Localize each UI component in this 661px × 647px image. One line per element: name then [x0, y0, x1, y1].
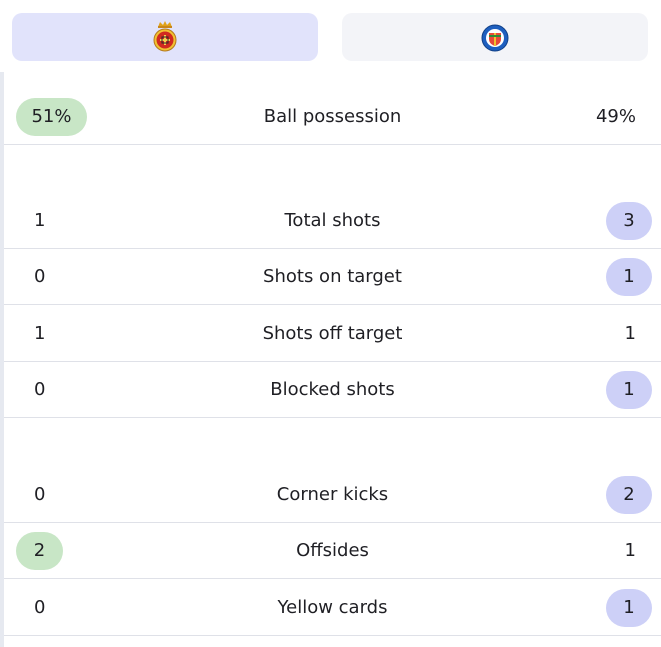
stat-label: Offsides [296, 540, 369, 561]
stat-row-total-shots: 1 Total shots 3 [4, 193, 661, 249]
mallorca-crest-icon [153, 21, 177, 52]
away-value-pill: 3 [606, 202, 652, 240]
home-value: 0 [34, 484, 46, 505]
away-value: 1 [624, 540, 636, 561]
stat-label: Total shots [284, 210, 381, 231]
home-value-pill: 2 [16, 532, 63, 570]
stat-row-blocked-shots: 0 Blocked shots 1 [4, 362, 661, 418]
away-value: 1 [624, 323, 636, 344]
home-value: 1 [34, 323, 46, 344]
away-value-pill: 1 [606, 589, 652, 627]
stat-row-shots-on-target: 0 Shots on target 1 [4, 249, 661, 305]
home-value: 0 [34, 266, 46, 287]
home-value: 1 [34, 210, 46, 231]
home-team-tab[interactable] [12, 13, 318, 61]
stat-label: Corner kicks [276, 484, 389, 505]
stat-row-ball-possession: 51% Ball possession 49% [4, 89, 661, 145]
team-tabs [12, 13, 648, 61]
away-value-pill: 1 [606, 371, 652, 409]
stat-row-corner-kicks: 0 Corner kicks 2 [4, 467, 661, 523]
away-value-pill: 1 [606, 258, 652, 296]
stat-label: Blocked shots [270, 379, 395, 400]
home-value-pill: 51% [16, 98, 87, 136]
stat-label: Shots on target [263, 266, 402, 287]
left-divider [0, 72, 4, 647]
stat-label: Shots off target [262, 323, 403, 344]
stat-label: Ball possession [263, 106, 402, 127]
stat-row-shots-off-target: 1 Shots off target 1 [4, 306, 661, 362]
stat-row-offsides: 2 Offsides 1 [4, 523, 661, 579]
home-value: 0 [34, 597, 46, 618]
away-value-pill: 2 [606, 476, 652, 514]
stat-row-yellow-cards: 0 Yellow cards 1 [4, 580, 661, 636]
getafe-crest-icon [481, 24, 509, 52]
away-value: 49% [595, 106, 636, 127]
stat-label: Yellow cards [277, 597, 388, 618]
away-team-tab[interactable] [342, 13, 648, 61]
home-value: 0 [34, 379, 46, 400]
